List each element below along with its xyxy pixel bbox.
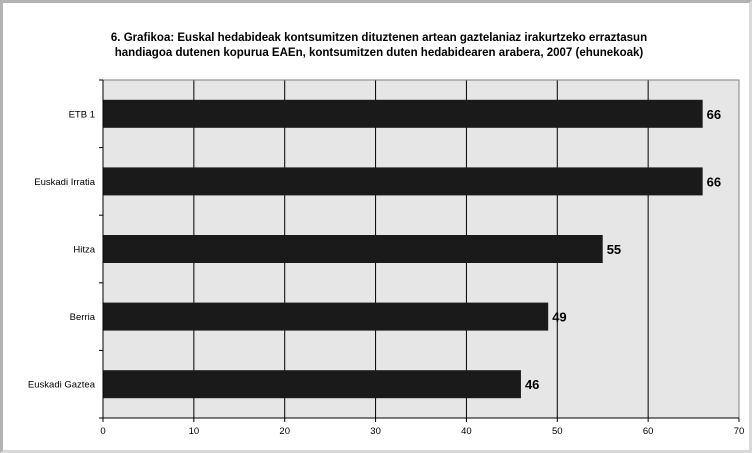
bar-2 [103,167,703,196]
x-tick-label-50: 50 [552,426,563,437]
data-label-3: 55 [607,242,621,257]
y-tick-label-3: Hitza [73,245,95,256]
chart-title-line-1: 6. Grafikoa: Euskal hedabideak kontsumit… [110,32,648,44]
y-tick-label-5: Euskadi Gaztea [28,380,96,391]
x-tick-label-40: 40 [461,426,472,437]
data-label-2: 66 [707,174,721,189]
bar-5 [103,370,521,399]
y-tick-label-4: Berria [70,312,96,323]
data-label-1: 66 [707,107,721,122]
x-tick-label-60: 60 [643,426,654,437]
bar-4 [103,302,549,331]
chart-title: 6. Grafikoa: Euskal hedabideak kontsumit… [43,31,715,61]
data-label-5: 46 [525,377,539,392]
labels: 0 10 20 30 40 50 60 70 ETB 1 66 Euskadi Irratia 66 H… [28,107,744,437]
x-tick-label-0: 0 [100,426,105,437]
bars [103,99,703,399]
y-tick-label-2: Euskadi Irratia [34,177,95,188]
data-label-4: 49 [552,310,566,325]
chart-title-line-2: handiagoa dutenen kopurua EAEn, kontsumi… [114,47,644,59]
x-tick-label-30: 30 [370,426,381,437]
bar-3 [103,235,603,263]
x-tick-label-70: 70 [734,426,745,437]
x-tick-label-10: 10 [189,426,200,437]
x-tick-label-20: 20 [279,426,290,437]
axes [99,79,740,422]
y-tick-label-1: ETB 1 [69,109,95,120]
bar-1 [103,99,703,128]
